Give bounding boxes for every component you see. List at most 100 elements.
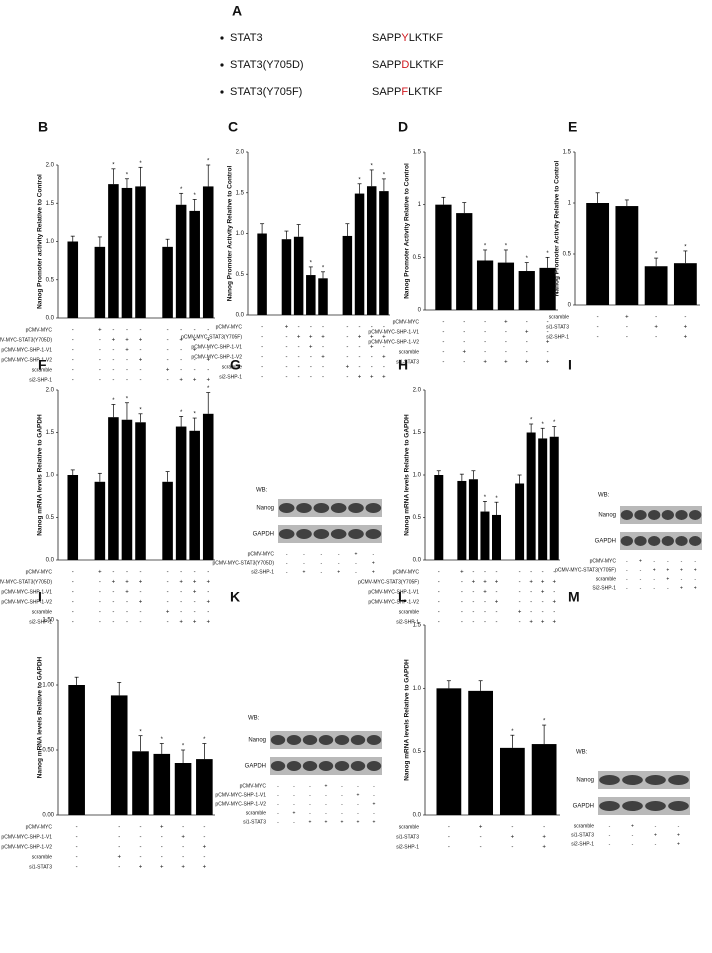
bar: [476, 260, 494, 310]
treatment-sign: -: [180, 570, 182, 576]
bar: [121, 187, 133, 318]
blot-band: [645, 775, 666, 785]
treatment-sign: -: [72, 620, 74, 626]
treatment-sign: +: [511, 835, 515, 841]
treatment-sign: -: [140, 590, 142, 596]
y-tick-label: 0.0: [413, 558, 422, 564]
bar: [526, 432, 536, 560]
significance-star: *: [126, 396, 129, 402]
bar: [306, 275, 316, 315]
treatment-sign: -: [357, 810, 359, 816]
treatment-name: si1-STAT3: [571, 832, 594, 838]
blot-band: [599, 775, 620, 785]
treatment-sign: -: [694, 576, 696, 582]
treatment-sign: -: [640, 567, 642, 573]
bar: [110, 695, 128, 815]
treatment-sign: -: [547, 330, 549, 336]
treatment-name: pCMV-MYC-STAT3(Y705F): [555, 567, 616, 573]
treatment-sign: -: [285, 335, 287, 341]
treatment-name: pCMV-MYC: [26, 327, 53, 333]
treatment-sign: -: [126, 328, 128, 334]
blot-strip: [598, 797, 690, 815]
treatment-sign: -: [298, 375, 300, 381]
treatment-sign: -: [261, 345, 263, 351]
y-tick-label: 0.0: [236, 313, 245, 319]
treatment-sign: -: [167, 600, 169, 606]
treatment-sign: -: [167, 620, 169, 626]
treatment-sign: -: [371, 365, 373, 371]
treatment-sign: -: [72, 600, 74, 606]
y-tick-label: 0.50: [42, 748, 54, 754]
bar: [67, 475, 79, 560]
significance-star: *: [371, 164, 374, 170]
bar: [162, 481, 173, 560]
treatment-sign: +: [203, 865, 207, 871]
treatment-sign: -: [112, 348, 114, 354]
treatment-sign: -: [542, 610, 544, 616]
blot-band: [648, 536, 661, 546]
treatment-sign: +: [483, 360, 487, 366]
treatment-sign: +: [684, 325, 688, 331]
y-axis-label: Nanog mRNA levels Relative to GAPDH: [404, 414, 411, 536]
treatment-sign: -: [99, 600, 101, 606]
treatment-sign: +: [98, 570, 102, 576]
treatment-sign: -: [472, 620, 474, 626]
blot-band: [278, 503, 295, 513]
treatment-sign: -: [207, 348, 209, 354]
treatment-sign: -: [632, 832, 634, 838]
treatment-sign: +: [98, 328, 102, 334]
mutated-residue: F: [401, 86, 408, 98]
treatment-sign: -: [357, 801, 359, 807]
bar: [549, 436, 559, 560]
treatment-sign: -: [547, 350, 549, 356]
treatment-name: scramble: [399, 349, 420, 355]
treatment-sign: -: [597, 335, 599, 341]
significance-star: *: [530, 418, 533, 424]
significance-star: *: [139, 407, 142, 413]
treatment-sign: -: [442, 340, 444, 346]
treatment-sign: -: [655, 335, 657, 341]
bar: [480, 511, 490, 560]
significance-star: *: [180, 187, 183, 193]
bar: [121, 419, 133, 560]
treatment-sign: -: [463, 330, 465, 336]
treatment-sign: -: [346, 345, 348, 351]
significance-star: *: [495, 496, 498, 502]
bar: [515, 483, 525, 560]
treatment-sign: +: [625, 315, 629, 321]
treatment-name: pCMV-MYC-SHP-1-V2: [1, 357, 52, 363]
treatment-name: scramble: [222, 364, 243, 370]
treatment-name: pCMV-MYC-SHP-1-V1: [1, 347, 52, 353]
y-tick-label: 2.0: [413, 388, 422, 394]
treatment-sign: +: [525, 360, 529, 366]
treatment-sign: +: [357, 792, 360, 798]
treatment-sign: -: [461, 620, 463, 626]
treatment-sign: -: [140, 845, 142, 851]
treatment-sign: +: [358, 375, 362, 381]
y-tick-label: 0: [418, 308, 422, 314]
treatment-sign: -: [322, 325, 324, 331]
treatment-sign: -: [463, 360, 465, 366]
treatment-sign: -: [463, 320, 465, 326]
treatment-sign: -: [438, 580, 440, 586]
y-tick-label: 1.00: [42, 683, 54, 689]
treatment-sign: +: [541, 590, 545, 596]
treatment-sign: +: [160, 825, 164, 831]
treatment-sign: -: [72, 328, 74, 334]
treatment-sign: -: [261, 375, 263, 381]
treatment-sign: -: [161, 855, 163, 861]
treatment-name: pCMV-MYC: [216, 324, 243, 330]
treatment-sign: +: [504, 320, 508, 326]
blot-band: [318, 735, 334, 745]
treatment-sign: -: [309, 792, 311, 798]
treatment-sign: +: [694, 567, 697, 573]
treatment-sign: -: [371, 355, 373, 361]
treatment-sign: -: [530, 610, 532, 616]
treatment-sign: -: [609, 841, 611, 847]
treatment-sign: +: [206, 620, 210, 626]
treatment-name: pCMV-MYC-STAT3(Y705D): [0, 337, 52, 343]
treatment-sign: +: [529, 580, 533, 586]
treatment-sign: -: [496, 570, 498, 576]
bar: [436, 688, 462, 815]
treatment-sign: +: [483, 590, 487, 596]
